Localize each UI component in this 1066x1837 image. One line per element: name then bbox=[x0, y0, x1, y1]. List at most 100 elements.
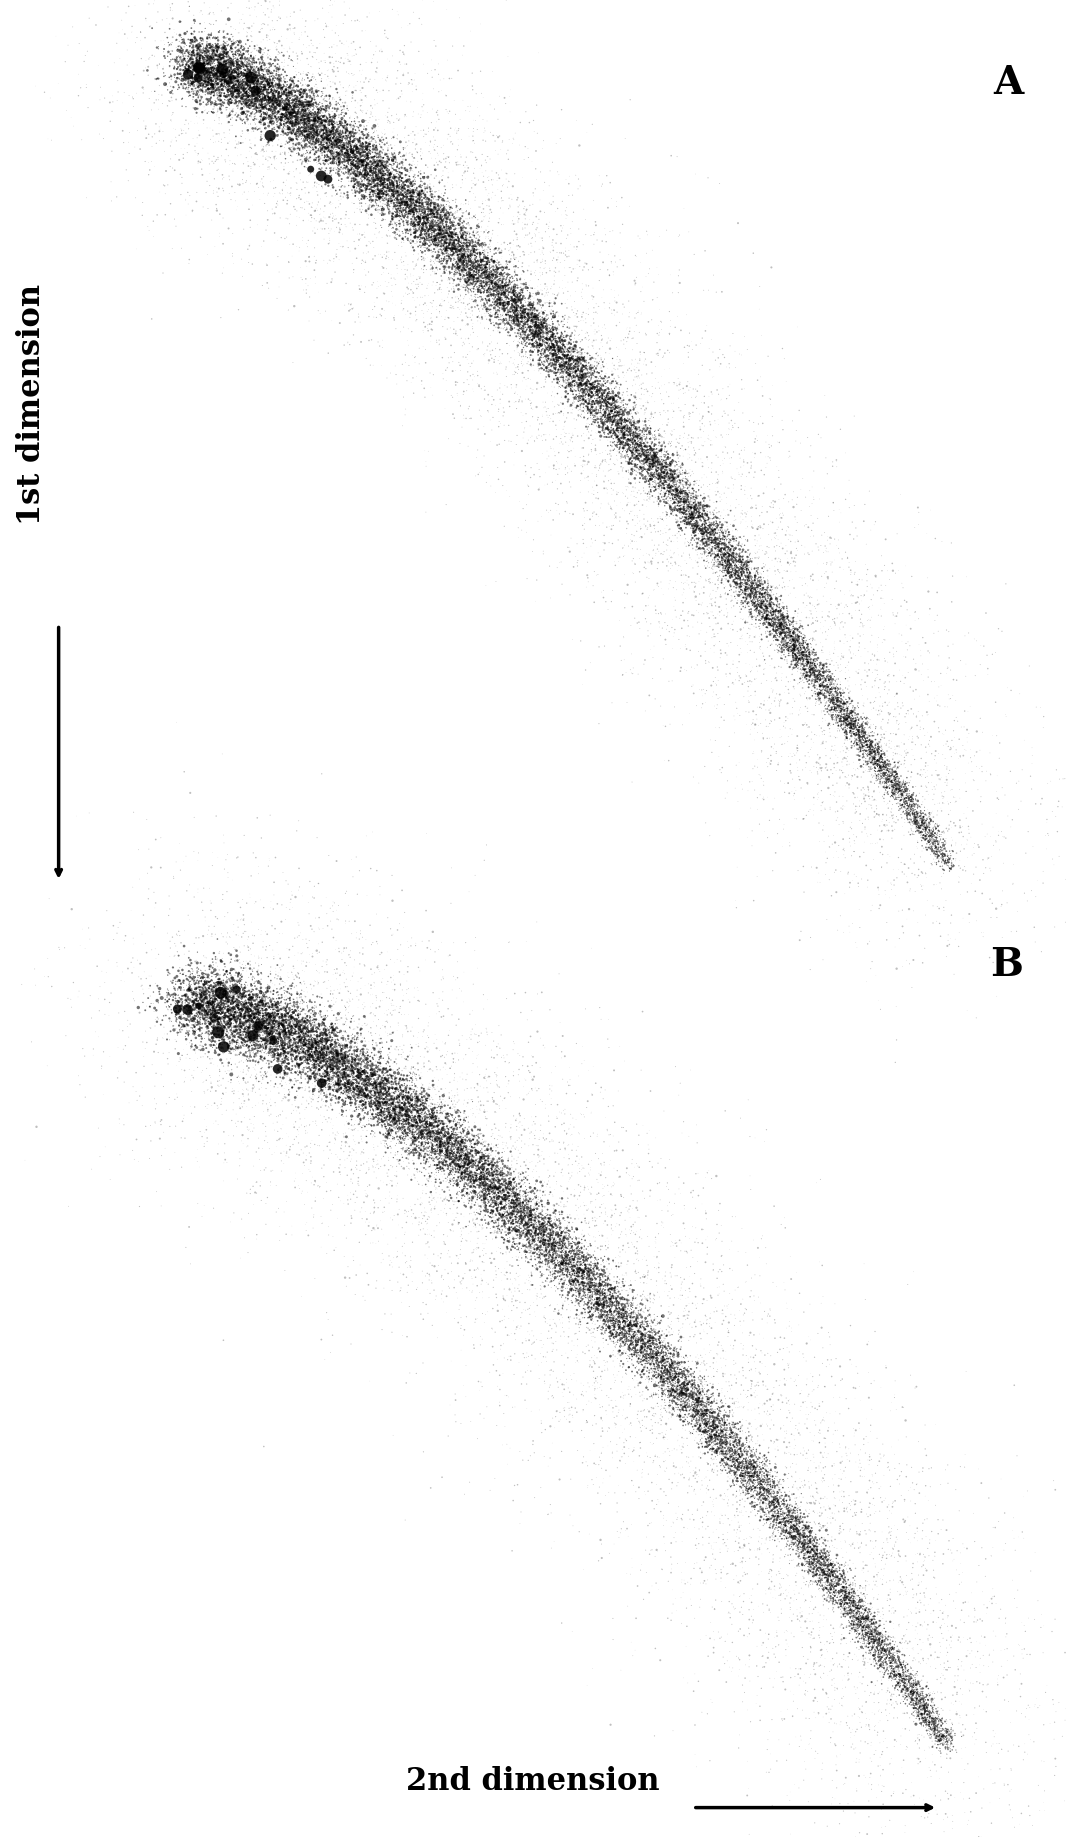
Point bbox=[215, 39, 232, 68]
Point bbox=[609, 445, 626, 474]
Point bbox=[801, 1488, 818, 1517]
Point bbox=[639, 456, 656, 485]
Point bbox=[245, 42, 262, 72]
Point bbox=[478, 250, 495, 279]
Point bbox=[809, 665, 826, 694]
Point bbox=[304, 1051, 321, 1080]
Point bbox=[720, 546, 737, 575]
Point bbox=[905, 1686, 922, 1716]
Point bbox=[400, 189, 417, 219]
Point bbox=[741, 562, 758, 592]
Point bbox=[737, 536, 754, 566]
Point bbox=[900, 799, 917, 828]
Point bbox=[467, 283, 484, 312]
Point bbox=[243, 37, 260, 66]
Point bbox=[826, 632, 843, 661]
Point bbox=[355, 988, 372, 1018]
Point bbox=[645, 487, 662, 516]
Point bbox=[641, 1326, 658, 1356]
Point bbox=[332, 175, 349, 204]
Point bbox=[257, 0, 274, 29]
Point bbox=[821, 685, 838, 715]
Point bbox=[495, 307, 512, 336]
Point bbox=[321, 1075, 338, 1104]
Point bbox=[882, 803, 899, 832]
Point bbox=[742, 1455, 759, 1484]
Point bbox=[537, 1225, 554, 1255]
Point bbox=[302, 1043, 319, 1073]
Point bbox=[495, 294, 512, 323]
Point bbox=[672, 1396, 689, 1426]
Point bbox=[728, 564, 745, 593]
Point bbox=[273, 983, 290, 1012]
Point bbox=[399, 200, 416, 230]
Point bbox=[650, 1352, 667, 1381]
Point bbox=[752, 511, 769, 540]
Point bbox=[682, 1372, 699, 1402]
Point bbox=[422, 288, 439, 318]
Point bbox=[720, 546, 737, 575]
Point bbox=[327, 123, 344, 152]
Point bbox=[393, 1093, 410, 1122]
Point bbox=[265, 77, 282, 107]
Point bbox=[292, 1043, 309, 1073]
Point bbox=[176, 39, 193, 68]
Point bbox=[228, 1009, 245, 1038]
Point bbox=[457, 1139, 474, 1168]
Point bbox=[449, 1144, 466, 1174]
Point bbox=[900, 738, 917, 768]
Point bbox=[555, 1225, 572, 1255]
Point bbox=[316, 110, 333, 140]
Point bbox=[879, 762, 897, 792]
Point bbox=[769, 632, 786, 661]
Point bbox=[200, 143, 217, 173]
Point bbox=[602, 397, 619, 426]
Point bbox=[506, 314, 523, 344]
Point bbox=[198, 42, 215, 72]
Point bbox=[303, 1031, 320, 1060]
Point bbox=[456, 1150, 473, 1179]
Point bbox=[769, 615, 786, 645]
Point bbox=[298, 1054, 316, 1084]
Point bbox=[240, 1023, 257, 1053]
Point bbox=[499, 1201, 516, 1231]
Point bbox=[835, 783, 852, 812]
Point bbox=[447, 248, 464, 277]
Point bbox=[222, 72, 239, 101]
Point bbox=[604, 1312, 621, 1341]
Point bbox=[743, 1475, 760, 1505]
Point bbox=[527, 1203, 544, 1233]
Point bbox=[312, 162, 329, 191]
Point bbox=[641, 1334, 658, 1363]
Point bbox=[339, 327, 356, 356]
Point bbox=[791, 766, 808, 795]
Point bbox=[779, 630, 796, 659]
Point bbox=[749, 1470, 766, 1499]
Point bbox=[187, 1045, 204, 1075]
Point bbox=[661, 463, 678, 492]
Point bbox=[400, 274, 417, 303]
Point bbox=[596, 1280, 613, 1310]
Point bbox=[326, 1124, 343, 1154]
Point bbox=[733, 1464, 750, 1493]
Point bbox=[242, 1029, 259, 1058]
Point bbox=[548, 1312, 565, 1341]
Point bbox=[502, 307, 519, 336]
Point bbox=[229, 1018, 246, 1047]
Point bbox=[560, 1150, 577, 1179]
Point bbox=[177, 952, 194, 981]
Point bbox=[995, 849, 1012, 878]
Point bbox=[998, 1622, 1015, 1651]
Point bbox=[662, 483, 679, 513]
Point bbox=[685, 1554, 702, 1583]
Point bbox=[815, 1539, 833, 1569]
Point bbox=[662, 1398, 679, 1427]
Point bbox=[807, 678, 824, 707]
Point bbox=[366, 163, 383, 193]
Point bbox=[346, 1089, 364, 1119]
Point bbox=[547, 1148, 564, 1178]
Point bbox=[671, 494, 688, 524]
Point bbox=[274, 1007, 291, 1036]
Point bbox=[369, 1091, 386, 1121]
Point bbox=[907, 1670, 924, 1699]
